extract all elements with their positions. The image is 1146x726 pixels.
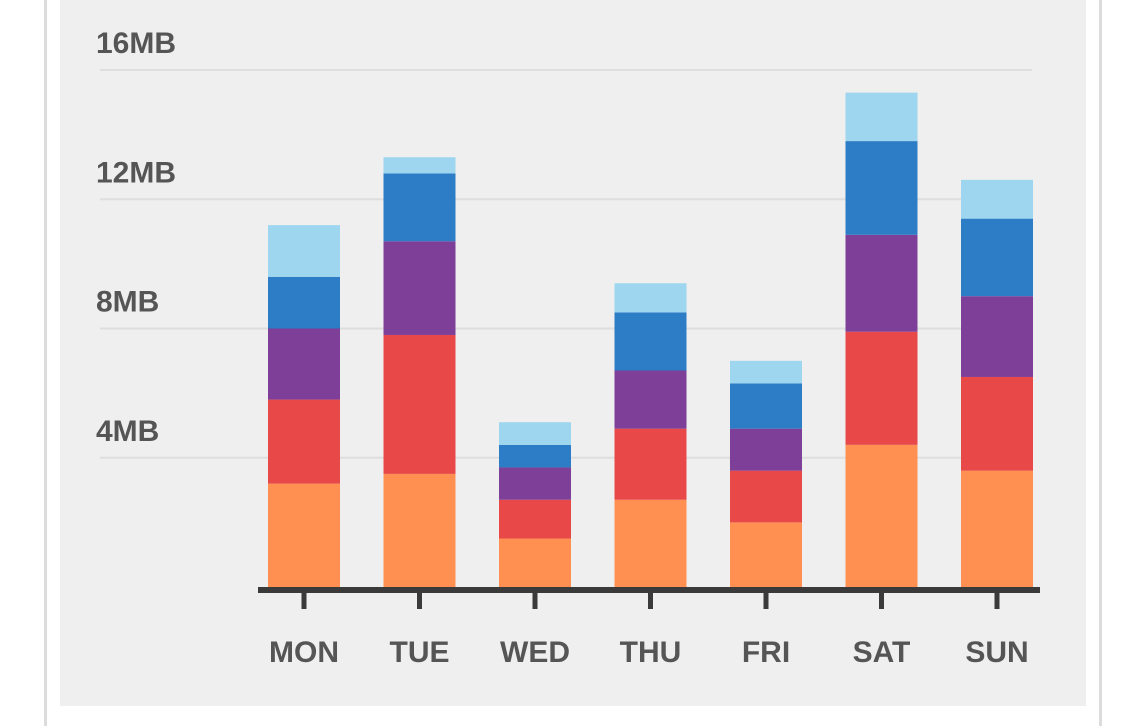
bar-segment-thu-5 — [614, 283, 687, 313]
bar-segment-wed-2 — [499, 499, 571, 539]
bar-segment-mon-4 — [268, 276, 340, 329]
bar-segment-thu-4 — [614, 312, 687, 371]
bar-segment-sun-3 — [961, 296, 1033, 377]
bar-segment-sat-4 — [845, 141, 918, 235]
bar-segment-thu-2 — [614, 428, 687, 500]
bar-segment-tue-1 — [383, 473, 456, 587]
bar-segment-fri-4 — [730, 383, 802, 429]
x-tick-label: TUE — [390, 636, 450, 669]
bar-segment-mon-2 — [268, 399, 340, 484]
bar-segment-sat-1 — [845, 444, 918, 587]
bar-segment-sun-1 — [961, 470, 1033, 587]
x-tick-label: SUN — [965, 636, 1028, 669]
bar-segment-wed-4 — [499, 444, 571, 468]
bar-segment-sun-2 — [961, 376, 1033, 471]
bar-segment-mon-1 — [268, 483, 340, 587]
bar-segment-wed-3 — [499, 467, 571, 500]
x-axis — [258, 587, 1040, 609]
bar-segment-tue-5 — [383, 157, 456, 174]
bar-segment-mon-3 — [268, 328, 340, 400]
bar-segment-thu-3 — [614, 370, 687, 429]
x-tick-label: MON — [269, 636, 339, 669]
bar-segment-sun-4 — [961, 218, 1033, 297]
y-tick-label: 12MB — [96, 156, 176, 189]
x-tick-label: FRI — [742, 636, 790, 669]
bar-segment-sat-2 — [845, 331, 918, 445]
y-axis-labels: 4MB 8MB 12MB 16MB — [96, 27, 176, 448]
bar-segment-tue-3 — [383, 241, 456, 335]
x-tick-label: SAT — [853, 636, 911, 669]
bar-segment-fri-5 — [730, 360, 802, 384]
bar-segment-sun-5 — [961, 179, 1033, 219]
bar-segment-tue-4 — [383, 173, 456, 242]
y-tick-label: 8MB — [96, 286, 159, 319]
x-tick-label: WED — [500, 636, 570, 669]
bar-segment-fri-1 — [730, 522, 802, 587]
bar-segment-sat-3 — [845, 234, 918, 332]
y-tick-label: 16MB — [96, 27, 176, 60]
y-tick-label: 4MB — [96, 415, 159, 448]
bar-segment-thu-1 — [614, 499, 687, 587]
bar-segment-sat-5 — [845, 92, 918, 142]
bar-segment-fri-3 — [730, 428, 802, 471]
bar-segment-tue-2 — [383, 334, 456, 474]
x-tick-label: THU — [620, 636, 682, 669]
bar-segment-mon-5 — [268, 225, 340, 277]
x-axis-labels: MON TUE WED THU FRI SAT SUN — [269, 636, 1029, 669]
bar-segment-fri-2 — [730, 470, 802, 523]
bar-segment-wed-5 — [499, 422, 571, 445]
bar-segment-wed-1 — [499, 538, 571, 587]
bars — [268, 92, 1033, 587]
